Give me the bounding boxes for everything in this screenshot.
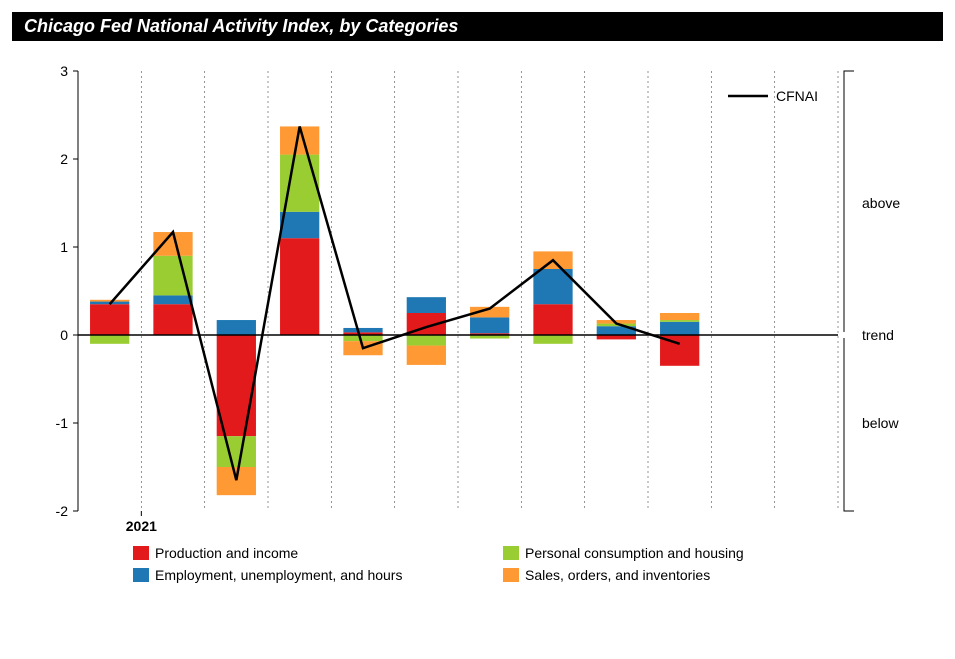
svg-text:1: 1 xyxy=(60,239,68,255)
svg-text:Employment, unemployment, and: Employment, unemployment, and hours xyxy=(155,567,402,583)
svg-text:Sales, orders, and inventories: Sales, orders, and inventories xyxy=(525,567,710,583)
svg-text:0: 0 xyxy=(60,327,68,343)
svg-text:Production and income: Production and income xyxy=(155,545,298,561)
svg-text:-1: -1 xyxy=(55,415,68,431)
svg-text:above: above xyxy=(862,195,900,211)
svg-text:below: below xyxy=(862,415,899,431)
svg-text:Personal consumption and housi: Personal consumption and housing xyxy=(525,545,744,561)
chart-svg: -2 -1 0 1 2 3 above trend below 2021 CFNAI Producti… xyxy=(18,61,938,601)
chart-container: -2 -1 0 1 2 3 above trend below 2021 CFNAI Producti… xyxy=(18,61,938,601)
svg-text:-2: -2 xyxy=(55,503,68,519)
chart-title: Chicago Fed National Activity Index, by … xyxy=(12,12,943,41)
svg-text:3: 3 xyxy=(60,63,68,79)
svg-text:CFNAI: CFNAI xyxy=(776,88,818,104)
svg-text:2: 2 xyxy=(60,151,68,167)
svg-text:trend: trend xyxy=(862,327,894,343)
svg-text:2021: 2021 xyxy=(125,518,156,534)
